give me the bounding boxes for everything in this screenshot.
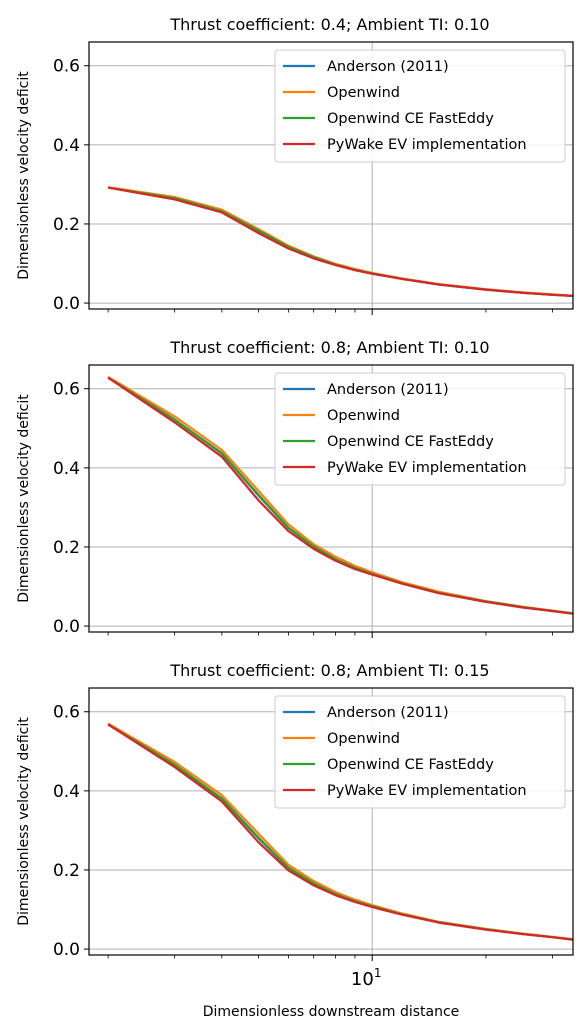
- y-tick-label: 0.4: [53, 136, 80, 156]
- chart-title: Thrust coefficient: 0.4; Ambient TI: 0.1…: [169, 15, 489, 34]
- axes-frame: [88, 41, 574, 310]
- legend: Anderson (2011) Openwind Openwind CE FastE…: [274, 695, 566, 809]
- series-group: [107, 186, 573, 297]
- series-group: [107, 375, 573, 615]
- axes-frame: [88, 687, 574, 956]
- y-tick-label: 0.2: [53, 538, 80, 558]
- y-axis-label: Dimensionless velocity deficit: [16, 394, 32, 603]
- legend: Anderson (2011) Openwind Openwind CE FastE…: [274, 49, 566, 163]
- legend-label: Openwind CE FastEddy: [327, 757, 494, 773]
- y-tick-label: 0.4: [53, 782, 80, 802]
- y-tick-label: 0.6: [53, 57, 80, 77]
- series-group: [107, 722, 573, 941]
- y-tick-label: 0.2: [53, 215, 80, 235]
- chart-title: Thrust coefficient: 0.8; Ambient TI: 0.1…: [169, 338, 489, 357]
- series-line: [107, 186, 573, 297]
- legend-box: [274, 695, 566, 809]
- x-tick-exponent: 1: [374, 966, 382, 980]
- series-line: [107, 723, 573, 941]
- y-tick-label: 0.6: [53, 380, 80, 400]
- legend-box: [274, 49, 566, 163]
- y-tick-label: 0.4: [53, 459, 80, 479]
- axes-frame: [88, 364, 574, 633]
- chart-panel: 0.0 0.2 0.4 0.6 Thrust coefficient: 0.8; Amb…: [16, 338, 574, 638]
- legend-label: Openwind: [327, 85, 400, 101]
- chart-panel: 0.0 0.2 0.4 0.6 Thrust coefficient: 0.4; Amb…: [16, 15, 574, 315]
- y-tick-label: 0.0: [53, 940, 80, 960]
- series-line: [107, 376, 573, 615]
- legend-label: Anderson (2011): [327, 705, 449, 721]
- y-axis-label: Dimensionless velocity deficit: [16, 717, 32, 926]
- legend-label: PyWake EV implementation: [327, 783, 527, 799]
- y-tick-label: 0.0: [53, 294, 80, 314]
- legend-box: [274, 372, 566, 486]
- legend: Anderson (2011) Openwind Openwind CE FastE…: [274, 372, 566, 486]
- x-axis-label: Dimensionless downstream distance: [203, 1004, 460, 1020]
- legend-label: PyWake EV implementation: [327, 460, 527, 476]
- chart-title: Thrust coefficient: 0.8; Ambient TI: 0.1…: [169, 661, 489, 680]
- y-tick-label: 0.0: [53, 617, 80, 637]
- y-axis-label: Dimensionless velocity deficit: [16, 71, 32, 280]
- y-tick-label: 0.6: [53, 703, 80, 723]
- legend-label: Anderson (2011): [327, 59, 449, 75]
- legend-label: Anderson (2011): [327, 382, 449, 398]
- legend-label: PyWake EV implementation: [327, 137, 527, 153]
- y-tick-label: 0.2: [53, 861, 80, 881]
- legend-label: Openwind: [327, 408, 400, 424]
- legend-label: Openwind CE FastEddy: [327, 434, 494, 450]
- legend-label: Openwind CE FastEddy: [327, 111, 494, 127]
- legend-label: Openwind: [327, 731, 400, 747]
